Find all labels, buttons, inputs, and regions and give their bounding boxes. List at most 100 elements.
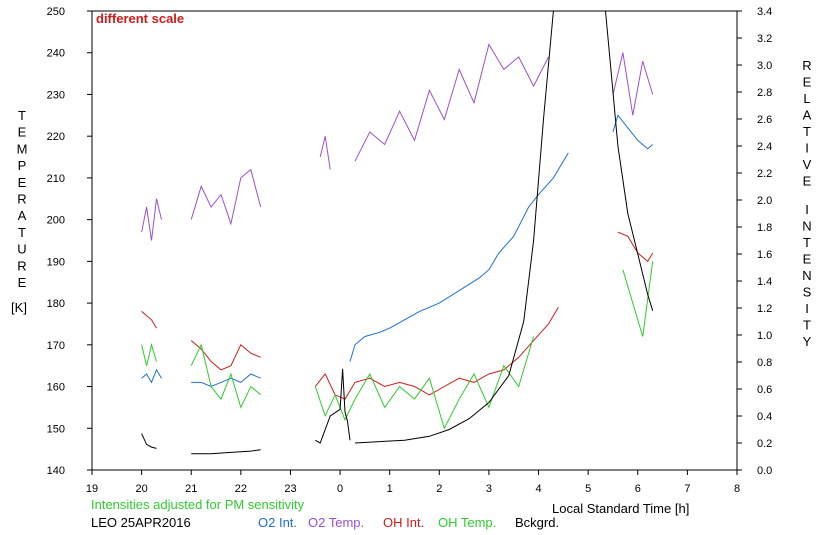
y-right-label-letter: T xyxy=(803,124,811,139)
y-right-tick-label: 2.4 xyxy=(757,141,772,153)
legend-oh-int: OH Int. xyxy=(383,515,424,530)
y-left-label-letter: R xyxy=(17,258,26,273)
series-o2-int-line xyxy=(191,373,261,388)
y-right-tick-label: 1.4 xyxy=(757,276,772,288)
series-bckgrd-line xyxy=(604,11,654,311)
plot-frame xyxy=(91,10,738,471)
series-oh-temp-line xyxy=(314,336,535,430)
y-right-label-letter: Y xyxy=(803,334,812,349)
y-left-label-letter: E xyxy=(18,175,27,190)
x-tick-label: 4 xyxy=(535,483,541,495)
legend-oh-temp: OH Temp. xyxy=(438,515,496,530)
y-right-tick-label: 2.8 xyxy=(757,87,772,99)
x-tick-label: 2 xyxy=(436,483,442,495)
legend-o2-temp: O2 Temp. xyxy=(308,515,364,530)
series-oh-temp-line xyxy=(190,343,262,409)
x-tick-label: 19 xyxy=(86,483,98,495)
series-o2-int-line xyxy=(349,152,569,362)
y-left-tick-label: 200 xyxy=(47,215,65,227)
y-right-label-letter: A xyxy=(803,108,812,123)
y-right-label-letter: N xyxy=(802,268,811,283)
y-right-label-letter: N xyxy=(802,219,811,234)
y-right-tick-label: 0.2 xyxy=(757,438,772,450)
y-left-tick-label: 240 xyxy=(47,48,65,60)
y-left-label-letter: T xyxy=(18,225,26,240)
y-left-label-letter: M xyxy=(17,141,28,156)
x-axis-label: Local Standard Time [h] xyxy=(552,501,689,516)
y-right-tick-label: 3.2 xyxy=(757,33,772,45)
y-right-label-letter: I xyxy=(805,202,809,217)
y-left-tick-label: 140 xyxy=(47,465,65,477)
y-left-tick-label: 180 xyxy=(47,298,65,310)
x-axis: 19 20 21 22 23 0 1 2 3 4 5 6 7 8 xyxy=(86,470,740,495)
series-oh-temp-line xyxy=(141,342,157,366)
x-tick-label: 8 xyxy=(734,483,740,495)
series-oh-int-line xyxy=(314,307,559,400)
y-left-label-letter: R xyxy=(17,192,26,207)
x-tick-label: 5 xyxy=(585,483,591,495)
series-oh-int-line xyxy=(617,231,654,263)
series-bckgrd-line xyxy=(141,433,157,449)
y-left-tick-label: 170 xyxy=(47,340,65,352)
y-left-label-letter: U xyxy=(17,242,26,257)
series-oh-int-line xyxy=(141,311,157,329)
y-left-tick-label: 160 xyxy=(47,382,65,394)
series-o2-temp-line xyxy=(141,198,162,241)
y-right-tick-label: 2.2 xyxy=(757,168,772,180)
y-left-tick-label: 230 xyxy=(47,89,65,101)
x-tick-label: 1 xyxy=(387,483,393,495)
x-tick-label: 7 xyxy=(684,483,690,495)
y-axis-right: 0.0 0.2 0.4 0.6 0.8 1.0 1.2 1.4 1.6 1.8 2.0 2.2 2.4 2… xyxy=(737,6,772,477)
y-left-tick-label: 190 xyxy=(47,256,65,268)
y-right-tick-label: 1.2 xyxy=(757,303,772,315)
y-right-tick-label: 1.8 xyxy=(757,222,772,234)
y-left-tick-label: 220 xyxy=(47,131,65,143)
y-right-label-letter: R xyxy=(802,58,811,73)
y-right-label-letter: I xyxy=(805,141,809,156)
y-right-tick-label: 3.0 xyxy=(757,60,772,72)
y-left-label-letter: T xyxy=(18,108,26,123)
x-tick-label: 3 xyxy=(486,483,492,495)
y-right-label-letter: E xyxy=(803,174,812,189)
legend-o2-int: O2 Int. xyxy=(258,515,297,530)
different-scale-annotation: different scale xyxy=(96,11,184,26)
y-left-label-letter: P xyxy=(18,158,27,173)
y-right-tick-label: 3.4 xyxy=(757,6,772,18)
y-right-tick-label: 2.6 xyxy=(757,114,772,126)
series-bckgrd-line xyxy=(191,449,261,455)
y-right-tick-label: 0.6 xyxy=(757,384,772,396)
y-left-unit: [K] xyxy=(11,300,27,315)
y-left-tick-label: 250 xyxy=(47,6,65,18)
x-tick-label: 6 xyxy=(635,483,641,495)
y-right-label-letter: E xyxy=(803,252,812,267)
series-o2-temp-line xyxy=(319,136,331,170)
y-right-tick-label: 0.0 xyxy=(757,465,772,477)
pm-sensitivity-note: Intensities adjusted for PM sensitivity xyxy=(91,497,305,512)
y-left-label-letter: E xyxy=(18,125,27,140)
legend-bckgrd: Bckgrd. xyxy=(515,515,559,530)
y-left-label-letter: E xyxy=(18,275,27,290)
y-right-tick-label: 0.4 xyxy=(757,411,772,423)
series-o2-temp-line xyxy=(190,168,262,226)
y-right-label-letter: T xyxy=(803,318,811,333)
y-right-label-letter: V xyxy=(803,157,812,172)
y-left-label-letter: A xyxy=(18,208,27,223)
series-bckgrd-line xyxy=(315,368,351,444)
y-right-label-letter: I xyxy=(805,301,809,316)
y-axis-left: 140 150 160 170 180 190 200 210 220 230 240 250 xyxy=(47,6,92,477)
y-right-label-letter: L xyxy=(803,91,810,106)
y-left-tick-label: 150 xyxy=(47,423,65,435)
y-right-label-letter: S xyxy=(803,285,812,300)
series-o2-temp-line xyxy=(612,52,654,116)
x-tick-label: 20 xyxy=(135,483,147,495)
series-o2-int-line xyxy=(141,368,162,384)
x-tick-label: 0 xyxy=(337,483,343,495)
y-right-label-letter: T xyxy=(803,235,811,250)
series-o2-int-line xyxy=(612,114,654,150)
station-label: LEO 25APR2016 xyxy=(91,515,191,530)
x-tick-label: 23 xyxy=(284,483,296,495)
y-right-tick-label: 0.8 xyxy=(757,357,772,369)
